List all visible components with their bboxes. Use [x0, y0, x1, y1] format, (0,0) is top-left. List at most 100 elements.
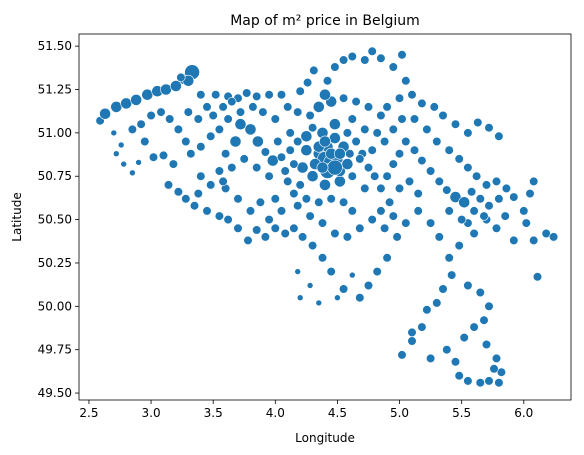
data-point — [422, 305, 432, 315]
data-point — [305, 110, 315, 121]
data-point — [181, 194, 191, 204]
data-point — [339, 55, 349, 65]
data-point — [293, 107, 303, 117]
data-point — [501, 183, 512, 193]
data-point — [496, 367, 507, 377]
data-point — [339, 284, 349, 294]
data-point — [484, 376, 494, 386]
data-point — [283, 102, 293, 112]
data-point — [227, 163, 237, 173]
y-tick-label: 49.50 — [38, 386, 72, 400]
data-point — [196, 171, 206, 181]
data-point — [120, 97, 133, 110]
data-point — [214, 166, 224, 176]
data-point — [438, 110, 448, 121]
data-point — [330, 62, 340, 72]
data-point — [127, 124, 137, 134]
data-point — [469, 206, 479, 216]
data-point — [394, 183, 405, 193]
data-point — [463, 376, 473, 386]
data-point — [351, 136, 361, 147]
data-point — [417, 322, 427, 332]
x-tick-label: 5.5 — [452, 406, 471, 420]
data-point — [148, 152, 159, 162]
data-point — [276, 90, 287, 100]
data-point — [135, 159, 142, 166]
data-point — [280, 228, 290, 239]
x-axis-ticks: 2.5 3.0 3.5 4.0 4.5 5.0 5.5 6.0 — [79, 400, 533, 420]
data-point — [326, 194, 336, 204]
y-tick-label: 51.25 — [38, 83, 72, 97]
data-point — [454, 241, 464, 251]
data-point — [117, 141, 125, 149]
data-point — [183, 107, 193, 117]
data-point — [270, 194, 280, 204]
data-point — [382, 253, 392, 263]
data-point — [434, 232, 444, 242]
data-point — [120, 160, 127, 168]
data-point — [467, 187, 477, 197]
data-point — [316, 161, 329, 174]
data-point — [479, 315, 489, 325]
x-tick-label: 3.5 — [204, 406, 223, 420]
data-point — [401, 136, 411, 147]
data-point — [214, 211, 224, 221]
data-point — [444, 206, 454, 216]
data-point — [334, 294, 341, 302]
data-point — [129, 169, 136, 177]
data-point — [312, 101, 325, 113]
data-point — [214, 124, 224, 134]
data-point — [367, 215, 377, 225]
data-point — [407, 90, 417, 100]
data-point — [306, 170, 319, 183]
y-tick-label: 50.00 — [38, 299, 72, 313]
data-point — [481, 180, 492, 190]
data-point — [494, 131, 504, 141]
data-point — [491, 223, 502, 233]
data-point — [347, 51, 357, 62]
data-point — [509, 192, 519, 202]
data-point — [276, 206, 287, 216]
data-point — [360, 124, 370, 134]
data-point — [494, 378, 504, 388]
data-point — [276, 152, 287, 162]
data-point — [380, 223, 390, 233]
data-point — [407, 327, 417, 338]
data-point — [450, 357, 461, 367]
data-point — [309, 65, 319, 75]
data-point — [255, 197, 266, 207]
data-point — [234, 118, 247, 131]
data-point — [169, 80, 182, 92]
data-point — [426, 353, 436, 364]
data-point — [270, 223, 280, 233]
data-point — [328, 118, 341, 131]
data-point — [345, 149, 355, 159]
data-point — [341, 158, 354, 170]
data-point — [463, 163, 473, 173]
data-point — [372, 267, 382, 277]
data-point — [141, 88, 154, 101]
data-point — [489, 364, 499, 374]
data-point — [459, 333, 469, 343]
data-point — [233, 223, 243, 233]
data-point — [301, 194, 312, 204]
data-point — [347, 114, 357, 124]
data-point — [330, 228, 340, 239]
data-point — [328, 132, 341, 144]
data-point — [422, 124, 432, 134]
plot-frame — [78, 33, 572, 401]
data-point — [305, 211, 315, 221]
x-tick-label: 5.0 — [390, 406, 409, 420]
data-point — [394, 149, 405, 159]
data-point — [351, 96, 361, 107]
data-point — [193, 189, 203, 199]
data-point — [233, 194, 243, 204]
data-point — [449, 191, 462, 203]
data-point — [244, 123, 257, 136]
data-point — [173, 124, 183, 134]
data-point — [509, 235, 519, 245]
data-point — [306, 282, 314, 289]
data-point — [367, 145, 377, 155]
data-point — [251, 135, 264, 148]
x-tick-label: 2.5 — [79, 406, 98, 420]
